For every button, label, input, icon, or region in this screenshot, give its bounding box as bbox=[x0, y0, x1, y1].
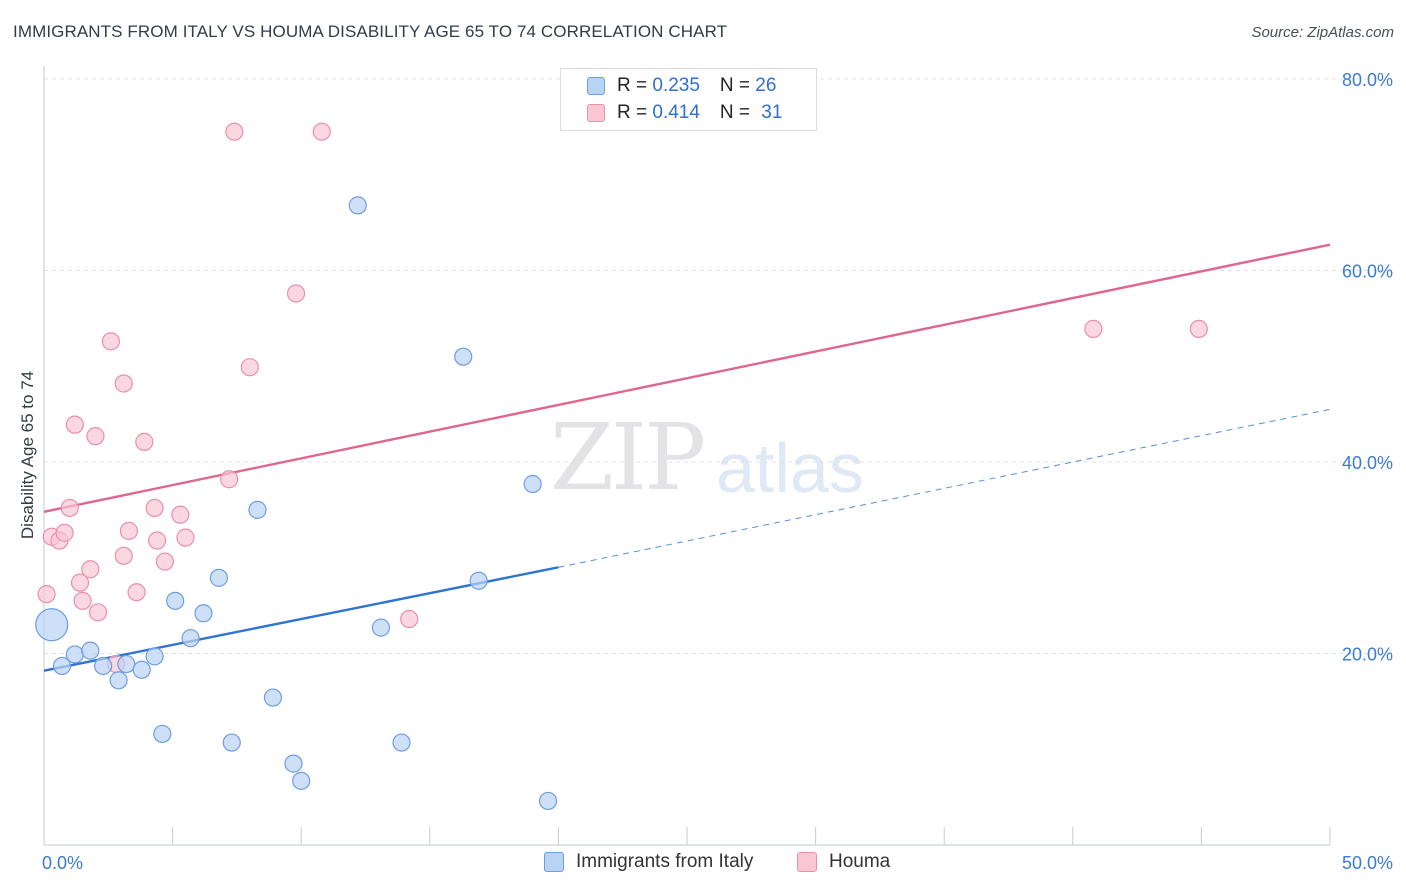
bottom-legend-swatch-italy bbox=[544, 852, 564, 872]
point-houma bbox=[114, 546, 133, 565]
source-label: Source: ZipAtlas.com bbox=[1251, 24, 1394, 41]
x-tick-label: 0.0% bbox=[42, 853, 83, 873]
trend-line-italy-projection bbox=[558, 408, 1331, 568]
y-tick-label: 60.0% bbox=[1342, 262, 1393, 282]
bottom-legend-swatch-houma bbox=[797, 852, 817, 872]
trend-lines bbox=[43, 243, 1331, 672]
bottom-legend-label-houma: Houma bbox=[829, 851, 891, 872]
point-italy bbox=[284, 754, 303, 773]
point-houma bbox=[176, 528, 195, 547]
point-italy bbox=[52, 656, 72, 676]
legend-row-houma: R = 0.414 N = 31 bbox=[587, 101, 782, 125]
legend-swatch-italy bbox=[587, 77, 605, 95]
point-italy bbox=[454, 347, 473, 366]
point-italy bbox=[145, 647, 164, 666]
watermark-zip: ZIP bbox=[550, 404, 706, 511]
point-houma bbox=[220, 470, 239, 489]
point-houma bbox=[135, 432, 154, 451]
point-houma bbox=[155, 552, 174, 571]
axes bbox=[43, 66, 1331, 846]
point-italy bbox=[109, 671, 128, 690]
point-houma bbox=[225, 122, 244, 141]
point-houma bbox=[312, 122, 331, 141]
point-houma bbox=[1084, 319, 1103, 339]
point-houma bbox=[65, 415, 84, 434]
bottom-legend-houma: Houma bbox=[797, 851, 890, 873]
point-houma bbox=[88, 603, 108, 622]
point-italy bbox=[523, 474, 542, 494]
point-italy bbox=[371, 618, 391, 637]
trend-line-houma bbox=[43, 243, 1331, 513]
point-houma bbox=[145, 498, 164, 518]
point-italy bbox=[469, 571, 488, 590]
point-italy bbox=[181, 629, 200, 648]
tick-labels: 20.0% 40.0% 60.0% 80.0% 0.0% 50.0% Disability … bbox=[18, 70, 1393, 873]
legend-swatch-houma bbox=[587, 104, 605, 122]
watermark-atlas: atlas bbox=[716, 429, 864, 507]
point-houma bbox=[60, 498, 79, 518]
point-italy bbox=[153, 724, 172, 744]
legend-n-label-houma: N = bbox=[719, 102, 756, 123]
point-italy bbox=[35, 608, 69, 642]
bottom-legend-italy: Immigrants from Italy bbox=[544, 851, 753, 873]
legend-row-italy: R = 0.235 N = 26 bbox=[587, 74, 776, 98]
legend-r-value-houma: 0.414 bbox=[652, 102, 700, 123]
y-tick-label: 20.0% bbox=[1342, 645, 1393, 665]
bottom-legend-label-italy: Immigrants from Italy bbox=[576, 851, 754, 872]
point-italy bbox=[194, 604, 213, 623]
legend-n-value-houma: 31 bbox=[761, 102, 783, 123]
point-houma bbox=[286, 284, 306, 303]
point-houma bbox=[73, 591, 92, 610]
legend-r-value-italy: 0.235 bbox=[652, 75, 700, 96]
chart-title: IMMIGRANTS FROM ITALY VS HOUMA DISABILIT… bbox=[13, 22, 728, 41]
point-italy bbox=[392, 733, 411, 752]
point-houma bbox=[171, 505, 190, 524]
point-italy bbox=[81, 641, 100, 660]
legend-n-value-italy: 26 bbox=[755, 75, 777, 96]
x-tick-label: 50.0% bbox=[1342, 853, 1393, 873]
point-italy bbox=[248, 500, 267, 519]
point-italy bbox=[222, 733, 241, 752]
point-houma bbox=[240, 358, 259, 377]
y-tick-label: 80.0% bbox=[1342, 70, 1393, 90]
point-houma bbox=[81, 560, 100, 579]
point-houma bbox=[148, 531, 167, 550]
point-italy bbox=[94, 656, 113, 676]
point-italy bbox=[539, 791, 558, 811]
point-italy bbox=[263, 688, 283, 707]
point-houma bbox=[119, 521, 138, 541]
point-italy bbox=[166, 591, 185, 610]
legend-r-label-houma: R = bbox=[617, 102, 653, 123]
point-houma bbox=[86, 427, 105, 446]
point-houma bbox=[1189, 319, 1208, 339]
legend-r-label-italy: R = bbox=[617, 75, 653, 96]
point-italy bbox=[292, 771, 311, 790]
point-houma bbox=[127, 583, 146, 602]
point-houma bbox=[114, 374, 133, 393]
point-houma bbox=[37, 585, 56, 604]
point-italy bbox=[209, 568, 228, 587]
y-axis-label: Disability Age 65 to 74 bbox=[18, 371, 37, 539]
point-italy bbox=[348, 196, 367, 215]
point-houma bbox=[101, 332, 120, 351]
y-tick-label: 40.0% bbox=[1342, 453, 1393, 473]
point-houma bbox=[70, 573, 90, 592]
data-points bbox=[35, 122, 1208, 811]
point-italy bbox=[65, 645, 84, 664]
point-houma bbox=[400, 609, 419, 629]
point-italy bbox=[117, 654, 136, 674]
legend-n-label-italy: N = bbox=[719, 75, 756, 96]
point-houma bbox=[55, 523, 74, 542]
point-italy bbox=[132, 660, 151, 679]
legend-box: R = 0.235 N = 26 R = 0.414 N = 31 bbox=[560, 68, 817, 131]
